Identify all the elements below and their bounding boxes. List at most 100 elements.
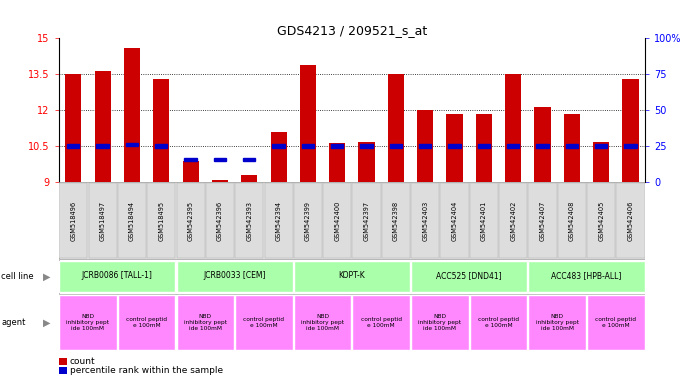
Bar (505, 74, 521, 182)
Bar (417, 111, 433, 182)
Bar (270, 132, 286, 182)
Bar (59, 295, 117, 350)
Text: JCRB0033 [CEM]: JCRB0033 [CEM] (204, 271, 266, 280)
Bar (448, 144, 461, 148)
Text: GSM518497: GSM518497 (99, 201, 106, 241)
Bar (411, 295, 469, 350)
Text: KOPT-K: KOPT-K (339, 271, 365, 280)
Bar (622, 79, 638, 182)
Bar (535, 107, 551, 182)
Bar (470, 183, 498, 258)
Text: control peptid
e 100mM: control peptid e 100mM (126, 317, 167, 328)
Bar (235, 183, 264, 258)
Bar (507, 144, 520, 148)
Bar (177, 183, 205, 258)
Bar (587, 295, 644, 350)
Bar (564, 114, 580, 182)
Bar (273, 144, 285, 148)
Bar (390, 144, 402, 148)
Bar (97, 144, 109, 148)
Text: GSM518496: GSM518496 (70, 201, 77, 241)
Text: GSM542394: GSM542394 (275, 201, 282, 241)
Bar (353, 295, 410, 350)
Text: NBD
inhibitory pept
ide 100mM: NBD inhibitory pept ide 100mM (418, 314, 462, 331)
Bar (624, 144, 637, 148)
Text: GSM542407: GSM542407 (540, 200, 546, 241)
Text: GSM542403: GSM542403 (422, 201, 428, 241)
Bar (329, 143, 345, 182)
Bar (566, 144, 578, 148)
Bar (302, 144, 314, 148)
Bar (243, 158, 255, 161)
Bar (446, 114, 462, 182)
Text: percentile rank within the sample: percentile rank within the sample (70, 366, 223, 376)
Bar (126, 143, 138, 146)
Bar (177, 295, 234, 350)
Text: count: count (70, 357, 95, 366)
Text: NBD
inhibitory pept
ide 100mM: NBD inhibitory pept ide 100mM (301, 314, 344, 331)
Bar (88, 183, 117, 258)
Bar (294, 295, 351, 350)
Text: control peptid
e 100mM: control peptid e 100mM (595, 317, 636, 328)
Bar (212, 180, 228, 182)
Text: NBD
inhibitory pept
ide 100mM: NBD inhibitory pept ide 100mM (535, 314, 579, 331)
Bar (382, 183, 410, 258)
Bar (536, 144, 549, 148)
Bar (177, 261, 293, 292)
Bar (95, 71, 110, 182)
Text: ACC483 [HPB-ALL]: ACC483 [HPB-ALL] (551, 271, 622, 280)
Bar (264, 183, 293, 258)
Text: GSM542395: GSM542395 (188, 201, 194, 241)
Bar (323, 183, 351, 258)
Bar (118, 295, 175, 350)
Bar (183, 161, 199, 182)
Bar (587, 183, 615, 258)
Text: GSM542397: GSM542397 (364, 201, 370, 241)
Bar (360, 144, 373, 148)
Title: GDS4213 / 209521_s_at: GDS4213 / 209521_s_at (277, 24, 427, 37)
Text: control peptid
e 100mM: control peptid e 100mM (244, 317, 284, 328)
Text: JCRB0086 [TALL-1]: JCRB0086 [TALL-1] (82, 271, 152, 280)
Bar (476, 114, 492, 182)
Bar (359, 142, 375, 182)
Bar (59, 183, 88, 258)
Text: GSM542400: GSM542400 (334, 200, 340, 241)
Bar (184, 158, 197, 161)
Bar (411, 261, 527, 292)
Text: GSM542393: GSM542393 (246, 201, 253, 241)
Bar (124, 48, 140, 182)
Text: ▶: ▶ (43, 271, 50, 281)
Text: control peptid
e 100mM: control peptid e 100mM (478, 317, 519, 328)
Bar (499, 183, 527, 258)
Text: GSM518495: GSM518495 (158, 201, 164, 241)
Text: ▶: ▶ (43, 318, 50, 328)
Bar (214, 158, 226, 161)
Bar (440, 183, 469, 258)
Text: cell line: cell line (1, 272, 34, 281)
Bar (477, 144, 490, 148)
Bar (419, 144, 431, 148)
Bar (59, 261, 175, 292)
Bar (155, 144, 168, 148)
Text: control peptid
e 100mM: control peptid e 100mM (361, 317, 402, 328)
Text: GSM542402: GSM542402 (510, 200, 516, 241)
Bar (529, 183, 557, 258)
Bar (595, 144, 607, 148)
Text: NBD
inhibitory pept
ide 100mM: NBD inhibitory pept ide 100mM (184, 314, 227, 331)
Text: agent: agent (1, 318, 26, 327)
Bar (118, 183, 146, 258)
Bar (66, 74, 81, 182)
Text: GSM542401: GSM542401 (481, 201, 487, 241)
Bar (529, 295, 586, 350)
Bar (470, 295, 527, 350)
Text: GSM542399: GSM542399 (305, 201, 311, 241)
Bar (300, 65, 316, 182)
Text: GSM542396: GSM542396 (217, 201, 223, 241)
Text: GSM518494: GSM518494 (129, 201, 135, 241)
Text: ACC525 [DND41]: ACC525 [DND41] (436, 271, 502, 280)
Bar (67, 144, 79, 148)
Text: GSM542404: GSM542404 (451, 200, 457, 241)
Bar (529, 261, 644, 292)
Bar (241, 175, 257, 182)
Bar (331, 144, 344, 148)
